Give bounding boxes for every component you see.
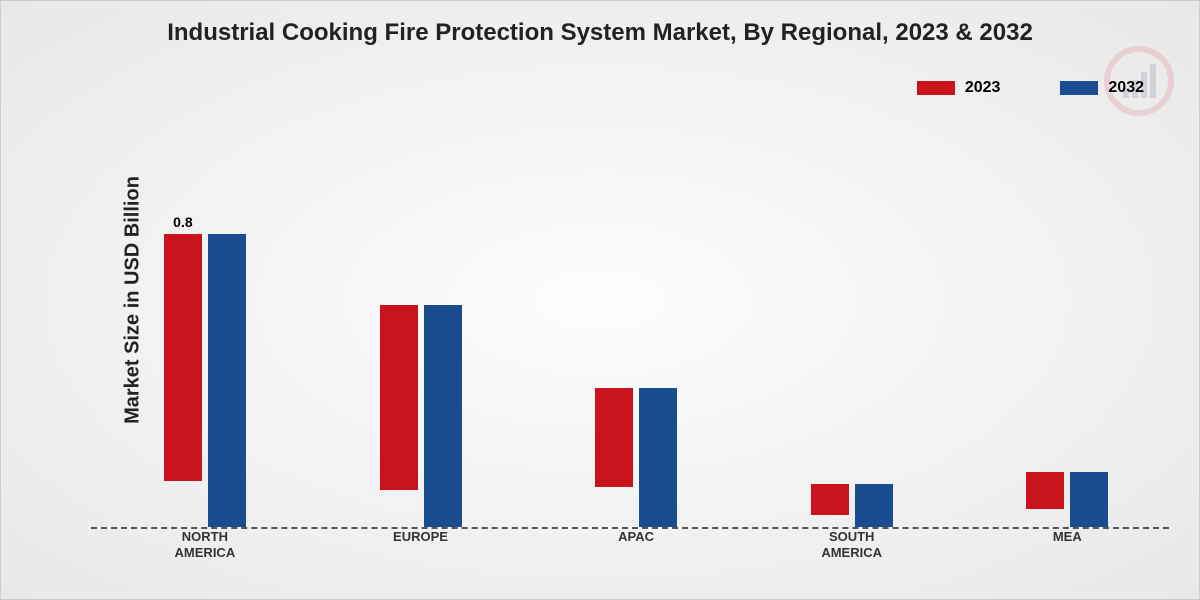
bar [1070,472,1108,528]
bar-group [361,305,481,527]
x-axis-label: MEA [1007,529,1127,545]
bar-group [576,388,696,527]
bar [595,388,633,487]
legend-item-2032: 2032 [1060,79,1144,97]
bar [639,388,677,527]
legend-item-2023: 2023 [917,79,1001,97]
chart-title: Industrial Cooking Fire Protection Syste… [1,1,1199,47]
chart-plot-area: 0.8 [91,161,1169,529]
bar [811,484,849,515]
bar [424,305,462,527]
x-axis-label: EUROPE [361,529,481,545]
bar [208,234,246,527]
bar [1026,472,1064,509]
bar-group [1007,472,1127,528]
x-axis-label: APAC [576,529,696,545]
bar-value-label: 0.8 [173,214,192,230]
legend-swatch-2032 [1060,81,1098,95]
legend-label-2023: 2023 [965,79,1001,97]
legend-swatch-2023 [917,81,955,95]
legend: 2023 2032 [917,79,1144,97]
bar-group [792,484,912,527]
bar [855,484,893,527]
bar-group: 0.8 [145,234,265,527]
x-axis-label: SOUTHAMERICA [792,529,912,560]
x-axis: NORTHAMERICA EUROPE APAC SOUTHAMERICA MEA [91,529,1169,579]
bar [380,305,418,490]
legend-label-2032: 2032 [1108,79,1144,97]
bar: 0.8 [164,234,202,481]
x-axis-label: NORTHAMERICA [145,529,265,560]
